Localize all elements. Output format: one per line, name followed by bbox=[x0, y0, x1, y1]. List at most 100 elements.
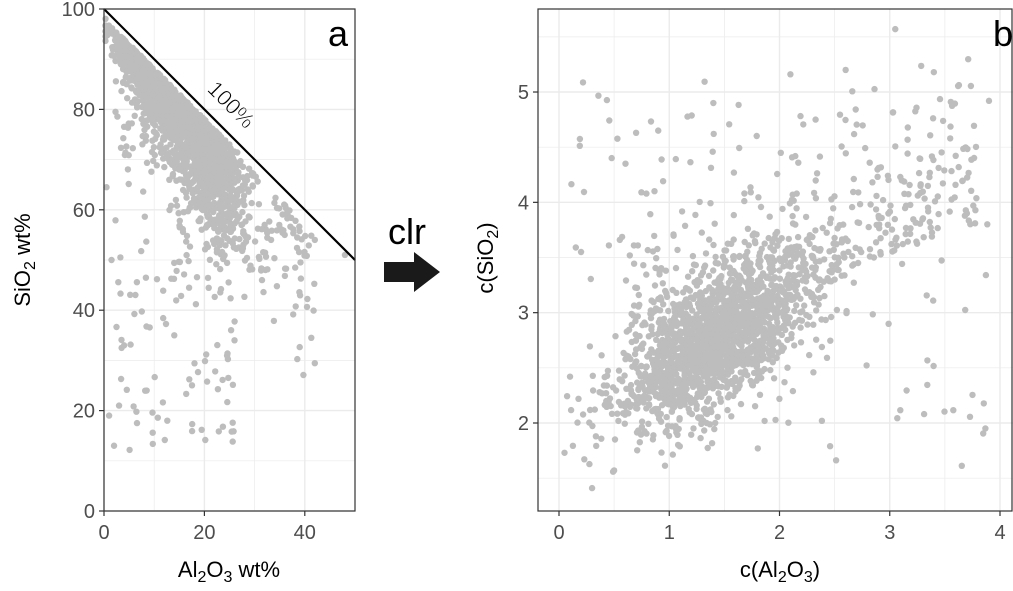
data-point bbox=[622, 277, 630, 284]
data-point bbox=[849, 253, 856, 260]
data-point bbox=[661, 325, 669, 333]
data-point bbox=[183, 232, 191, 240]
data-point bbox=[668, 358, 675, 366]
data-point bbox=[818, 417, 826, 424]
data-point bbox=[633, 405, 640, 412]
data-point bbox=[175, 134, 182, 141]
data-point bbox=[305, 242, 312, 249]
data-point bbox=[292, 303, 299, 310]
data-point bbox=[656, 268, 663, 275]
data-point bbox=[776, 309, 783, 316]
data-point bbox=[967, 82, 975, 90]
data-point bbox=[738, 376, 745, 383]
data-point bbox=[202, 436, 209, 444]
data-point bbox=[713, 381, 720, 388]
data-point bbox=[738, 352, 745, 359]
data-point bbox=[706, 305, 714, 312]
data-point bbox=[159, 399, 167, 406]
data-point bbox=[692, 211, 699, 219]
data-point bbox=[225, 186, 233, 193]
data-point bbox=[694, 393, 701, 400]
data-point bbox=[706, 295, 713, 302]
data-point bbox=[741, 197, 748, 205]
data-point bbox=[789, 212, 796, 220]
data-point bbox=[255, 201, 263, 208]
data-point bbox=[862, 144, 869, 152]
data-point bbox=[722, 361, 730, 369]
panel-a-x-axis-title: Al2O3 wt% bbox=[178, 557, 280, 586]
data-point bbox=[195, 124, 202, 131]
data-point bbox=[202, 117, 209, 124]
data-point bbox=[569, 442, 577, 449]
data-point bbox=[791, 307, 798, 315]
data-point bbox=[803, 236, 810, 244]
data-point bbox=[672, 264, 680, 272]
data-point bbox=[183, 238, 190, 245]
data-point bbox=[770, 293, 777, 300]
data-point bbox=[776, 267, 783, 274]
data-point bbox=[810, 369, 817, 376]
data-point bbox=[891, 215, 898, 223]
data-point bbox=[126, 446, 133, 454]
data-point bbox=[670, 231, 677, 238]
data-point bbox=[938, 149, 945, 156]
data-point bbox=[219, 186, 226, 193]
data-point bbox=[241, 181, 248, 188]
data-point bbox=[341, 251, 349, 259]
data-point bbox=[930, 156, 937, 164]
data-point bbox=[898, 260, 906, 268]
data-point bbox=[153, 162, 160, 169]
data-point bbox=[963, 210, 971, 217]
data-point bbox=[797, 112, 804, 120]
data-point bbox=[710, 362, 717, 370]
data-point bbox=[745, 350, 752, 357]
y-tick-label: 4 bbox=[518, 192, 529, 214]
data-point bbox=[616, 376, 623, 383]
data-point bbox=[628, 321, 635, 328]
data-point bbox=[794, 249, 801, 256]
data-point bbox=[176, 217, 183, 224]
panel-a-y-axis-title: SiO2 wt% bbox=[10, 213, 39, 306]
data-point bbox=[672, 155, 679, 163]
data-point bbox=[761, 311, 768, 319]
data-point bbox=[850, 279, 857, 286]
data-point bbox=[127, 74, 135, 81]
data-point bbox=[115, 402, 123, 409]
data-point bbox=[746, 281, 753, 288]
data-point bbox=[784, 283, 792, 290]
data-point bbox=[198, 426, 205, 433]
data-point bbox=[703, 326, 710, 333]
data-point bbox=[748, 327, 756, 335]
data-point bbox=[566, 373, 574, 380]
data-point bbox=[866, 253, 874, 260]
data-point bbox=[140, 95, 147, 103]
data-point bbox=[686, 303, 694, 310]
data-point bbox=[753, 231, 760, 238]
data-point bbox=[756, 261, 763, 268]
data-point bbox=[117, 375, 125, 383]
data-point bbox=[773, 228, 781, 236]
data-point bbox=[701, 427, 708, 434]
data-point bbox=[728, 292, 735, 299]
data-point bbox=[201, 206, 208, 213]
data-point bbox=[241, 201, 248, 209]
data-point bbox=[161, 136, 168, 143]
data-point bbox=[970, 122, 978, 129]
data-point bbox=[589, 387, 597, 394]
data-point bbox=[694, 332, 701, 339]
data-point bbox=[743, 256, 751, 264]
data-point bbox=[297, 259, 304, 266]
data-point bbox=[121, 151, 129, 159]
data-point bbox=[899, 240, 906, 248]
panel-b-frame bbox=[537, 8, 1013, 512]
data-point bbox=[766, 213, 773, 220]
data-point bbox=[113, 323, 120, 331]
data-point bbox=[698, 314, 705, 322]
data-point bbox=[969, 391, 976, 399]
data-point bbox=[209, 178, 216, 185]
y-tick-label: 40 bbox=[73, 300, 95, 322]
data-point bbox=[630, 302, 638, 309]
data-point bbox=[669, 368, 676, 375]
data-point bbox=[131, 96, 139, 103]
data-point bbox=[815, 286, 822, 293]
